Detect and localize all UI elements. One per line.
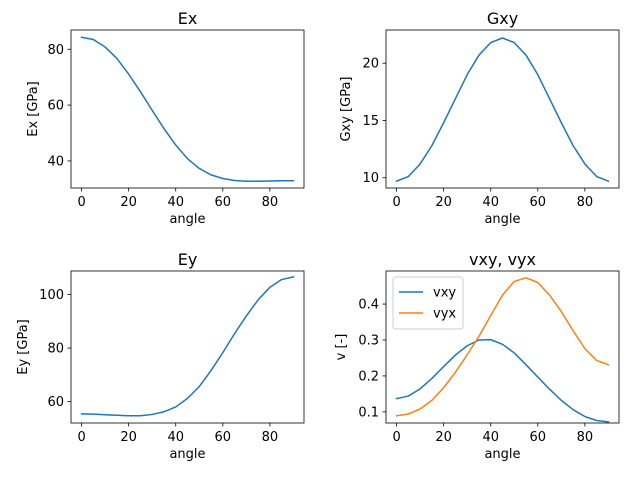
x-tick-label: 40	[167, 430, 184, 445]
y-tick-label: 80	[47, 43, 64, 58]
legend: vxy vyx	[392, 276, 464, 330]
y-tick-label: 60	[47, 99, 64, 114]
series-line-vyx	[395, 277, 610, 417]
y-axis-label: v [-]	[334, 334, 349, 361]
plot-title: Ex	[178, 9, 198, 28]
series-line-vxy	[395, 338, 610, 423]
plot-title: Ey	[178, 250, 198, 269]
axes-frame	[385, 270, 620, 424]
plot-title: Gxy	[487, 9, 518, 28]
x-tick-label: 0	[77, 430, 85, 445]
x-tick-label: 80	[262, 195, 279, 210]
series-line-1	[395, 37, 610, 183]
y-tick-label: 60	[47, 395, 64, 410]
y-tick-label: 0.3	[358, 333, 379, 348]
x-tick-label: 40	[482, 195, 499, 210]
legend-label-vxy: vxy	[433, 286, 456, 301]
y-axis-label: Gxy [GPa]	[339, 76, 354, 141]
y-tick-label: 15	[362, 114, 379, 129]
y-tick-label: 0.2	[358, 369, 379, 384]
axes-frame	[70, 29, 305, 189]
x-tick-label: 20	[120, 195, 137, 210]
x-tick-label: 80	[262, 430, 279, 445]
y-axis-label: Ey [GPa]	[16, 319, 31, 374]
plot-title: vxy, vyx	[469, 250, 536, 269]
axes-frame	[70, 270, 305, 424]
subplot-2: 0 20 40 60 80 10 15 20 Gxy angle Gxy [GPa]	[339, 9, 620, 227]
y-tick-label: 40	[47, 154, 64, 169]
x-tick-label: 60	[215, 430, 232, 445]
y-tick-label: 0.1	[358, 405, 379, 420]
x-tick-label: 20	[435, 430, 452, 445]
y-tick-label: 0.4	[358, 298, 379, 313]
x-tick-label: 0	[392, 430, 400, 445]
x-axis-label: angle	[484, 212, 520, 227]
legend-label-vyx: vyx	[433, 307, 456, 322]
x-axis-label: angle	[484, 447, 520, 462]
x-tick-label: 60	[530, 430, 547, 445]
x-tick-label: 20	[120, 430, 137, 445]
subplot-4: 0 20 40 60 80 0.1 0.2 0.3 0.4 vxy, vyx angle v [-] v…	[334, 250, 620, 462]
y-tick-label: 20	[362, 57, 379, 72]
x-tick-label: 60	[215, 195, 232, 210]
y-tick-label: 80	[47, 342, 64, 357]
y-tick-label: 100	[39, 288, 64, 303]
x-tick-label: 20	[435, 195, 452, 210]
x-axis-label: angle	[169, 212, 205, 227]
subplot-3: 0 20 40 60 80 60 80 100 Ey angle Ey [GPa]	[16, 250, 305, 462]
x-tick-label: 80	[577, 430, 594, 445]
y-tick-label: 10	[362, 171, 379, 186]
x-tick-label: 0	[77, 195, 85, 210]
x-tick-label: 40	[482, 430, 499, 445]
axes-frame	[385, 29, 620, 189]
legend-box	[392, 276, 464, 330]
series-line-1	[80, 36, 295, 183]
x-tick-label: 80	[577, 195, 594, 210]
x-tick-label: 0	[392, 195, 400, 210]
series-line-1	[80, 275, 295, 417]
x-tick-label: 60	[530, 195, 547, 210]
x-axis-label: angle	[169, 447, 205, 462]
subplot-1: 0 20 40 60 80 40 60 80 Ex angle Ex [GPa]	[26, 9, 305, 227]
x-tick-label: 40	[167, 195, 184, 210]
y-axis-label: Ex [GPa]	[26, 81, 41, 136]
